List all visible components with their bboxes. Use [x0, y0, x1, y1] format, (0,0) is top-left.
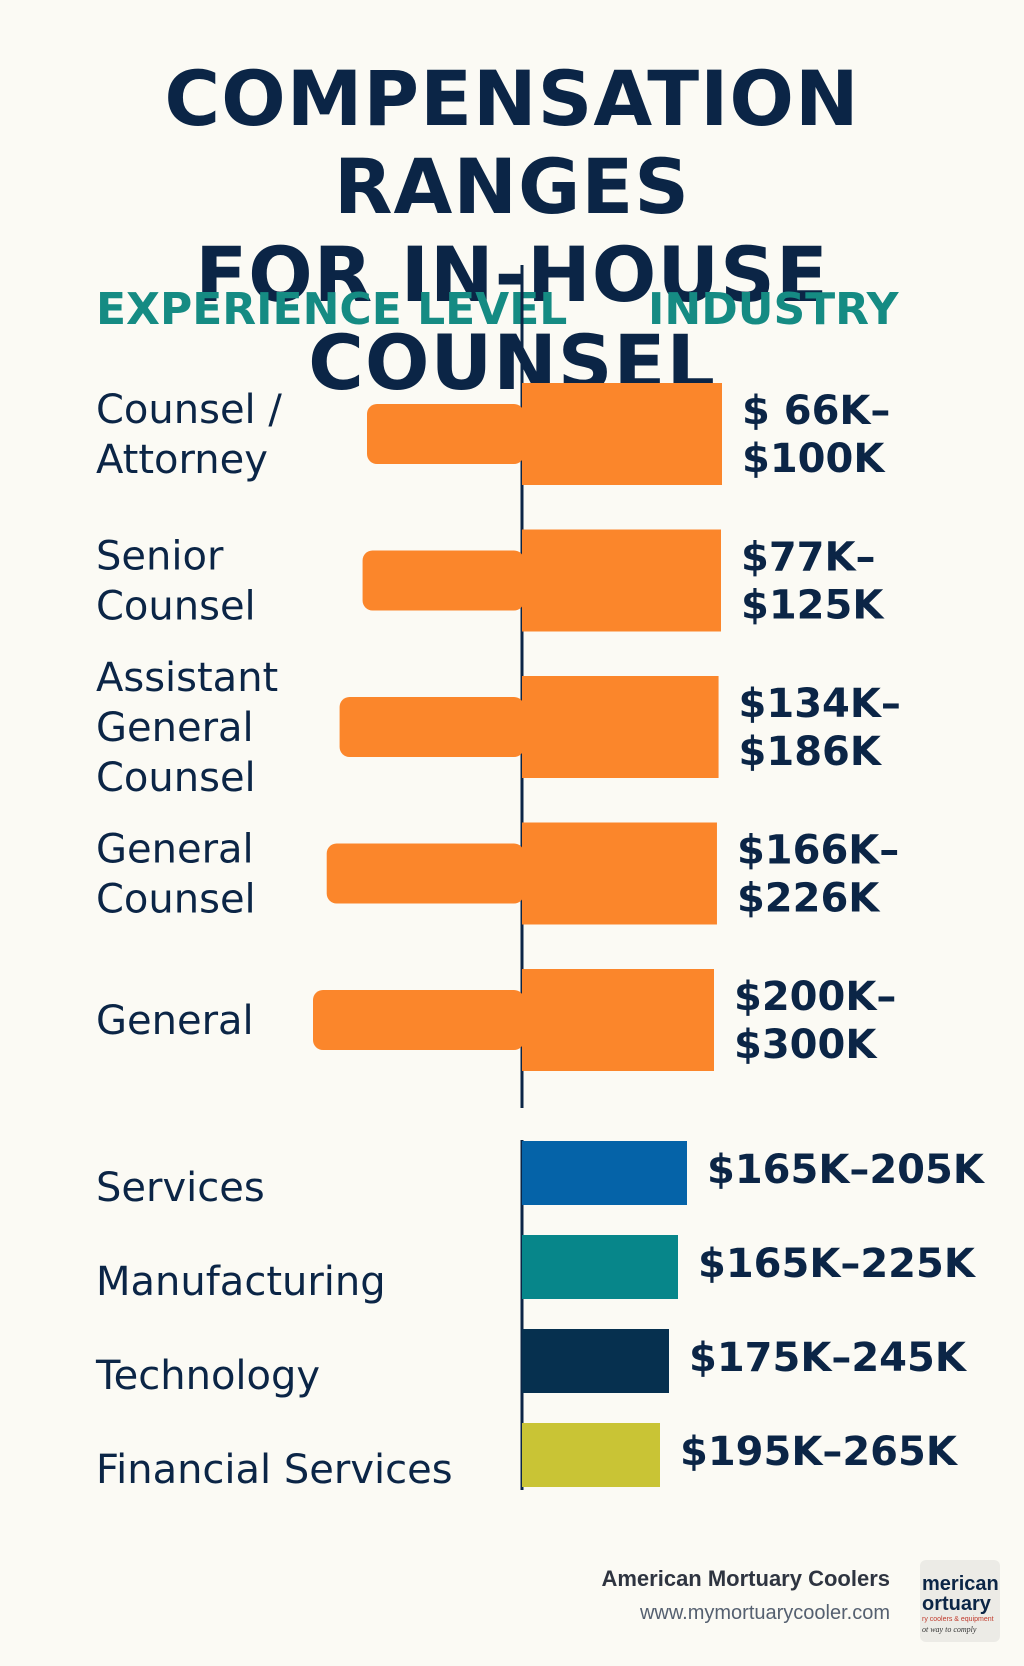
industry-bar-4	[522, 1423, 660, 1487]
footer-company-name: American Mortuary Coolers	[601, 1566, 890, 1591]
experience-min-bar-4	[326, 843, 524, 904]
experience-range-bar-3	[522, 676, 719, 778]
industry-bar-1	[522, 1141, 687, 1205]
title-line-1: COMPENSATION RANGES	[164, 54, 860, 231]
industry-bar-2	[522, 1235, 678, 1299]
footer-url[interactable]: www.mymortuarycooler.com	[639, 1602, 890, 1624]
logo-text-3: ry coolers & equipment	[922, 1616, 994, 1623]
industry-range-label-1: $165K–205K	[707, 1147, 986, 1193]
experience-range-bar-4	[522, 822, 717, 925]
industry-range-label-4: $195K–265K	[680, 1429, 959, 1475]
experience-range-label-3: $134K– $186K	[739, 681, 901, 775]
experience-label-1: Counsel / Attorney	[96, 387, 282, 483]
chart-title: COMPENSATION RANGES FOR IN-HOUSE COUNSEL	[0, 55, 1024, 407]
company-logo: merican ortuary ry coolers & equipment o…	[920, 1560, 1000, 1642]
experience-label-4: General Counsel	[96, 827, 256, 923]
experience-label-3: Assistant General Counsel	[96, 655, 278, 801]
experience-range-label-1: $ 66K– $100K	[742, 388, 890, 482]
compensation-chart: Counsel / Attorney $ 66K– $100K Senior Counse…	[95, 265, 986, 1493]
experience-range-label-4: $166K– $226K	[737, 828, 899, 922]
experience-label-5: General	[96, 998, 254, 1044]
industry-label-1: Services	[96, 1165, 265, 1211]
experience-level-heading: EXPERIENCE LEVEL	[96, 284, 568, 335]
experience-min-bar-2	[362, 550, 524, 611]
industry-range-label-2: $165K–225K	[698, 1241, 977, 1287]
industry-label-4: Financial Services	[96, 1447, 453, 1493]
experience-range-bar-1	[522, 383, 722, 485]
industry-label-2: Manufacturing	[96, 1259, 386, 1305]
logo-text-4: ot way to comply	[922, 1625, 977, 1634]
experience-min-bar-3	[339, 697, 524, 757]
industry-label-3: Technology	[95, 1353, 320, 1399]
logo-text-1: merican	[922, 1573, 999, 1595]
industry-range-label-3: $175K–245K	[689, 1335, 968, 1381]
experience-min-bar-1	[367, 404, 524, 464]
experience-label-2: Senior Counsel	[96, 534, 256, 630]
industry-heading: INDUSTRY	[648, 284, 899, 335]
logo-text-2: ortuary	[922, 1593, 991, 1615]
industry-bar-3	[522, 1329, 669, 1393]
experience-range-label-2: $77K– $125K	[741, 535, 885, 629]
experience-range-bar-2	[522, 529, 721, 632]
experience-range-bar-5	[522, 969, 714, 1071]
experience-range-label-5: $200K– $300K	[734, 974, 896, 1068]
experience-min-bar-5	[313, 990, 524, 1050]
